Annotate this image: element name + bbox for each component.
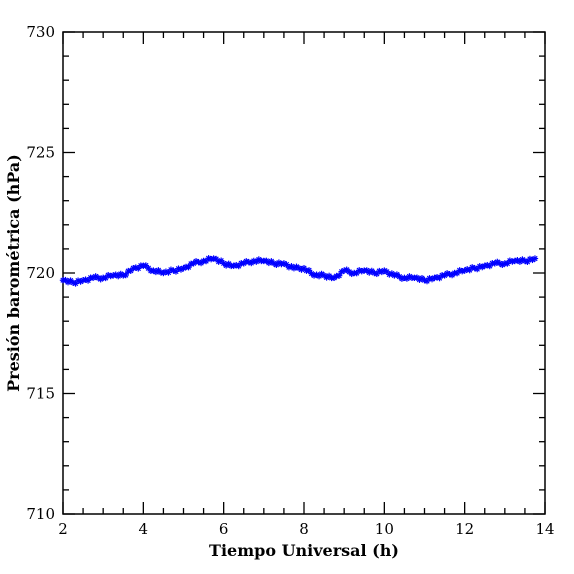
axis-ticks <box>62 31 546 515</box>
data-point <box>463 266 471 273</box>
data-point <box>406 273 413 280</box>
data-point <box>506 257 514 264</box>
x-tick-label: 14 <box>535 520 554 538</box>
data-point <box>519 256 526 263</box>
data-point <box>150 267 157 274</box>
x-tick-label: 4 <box>139 520 149 538</box>
y-tick-label: 720 <box>26 264 55 282</box>
x-tick-labels: 2 4 6 8 10 12 14 <box>58 520 554 538</box>
y-tick-label: 730 <box>26 23 55 41</box>
data-points <box>59 255 539 287</box>
y-tick-label: 725 <box>26 144 55 162</box>
data-point <box>122 271 129 279</box>
data-point <box>185 264 192 271</box>
x-tick-label: 8 <box>299 520 309 538</box>
y-tick-label: 715 <box>26 385 55 403</box>
x-tick-label: 12 <box>455 520 474 538</box>
x-tick-label: 6 <box>219 520 229 538</box>
plot-frame <box>62 31 546 515</box>
y-tick-label: 710 <box>26 505 55 523</box>
x-axis-label: Tiempo Universal (h) <box>209 541 399 560</box>
x-tick-label: 2 <box>58 520 68 538</box>
y-tick-labels: 710 715 720 725 730 <box>26 23 55 523</box>
x-tick-label: 10 <box>375 520 394 538</box>
y-axis-label: Presión barométrica (hPa) <box>4 154 23 392</box>
data-point <box>531 255 539 262</box>
data-point <box>494 258 501 266</box>
